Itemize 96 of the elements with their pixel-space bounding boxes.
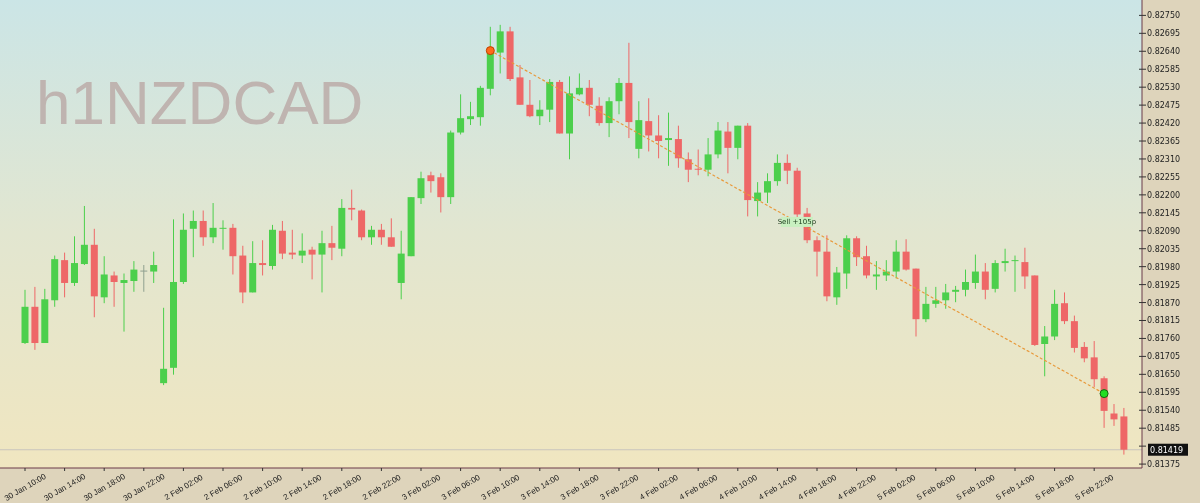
- candlestick: [932, 286, 940, 309]
- y-tick-label: 0.82585: [1147, 65, 1181, 75]
- candlestick: [387, 217, 395, 248]
- candlestick: [981, 262, 989, 300]
- candlestick: [318, 230, 326, 293]
- candlestick: [278, 220, 286, 260]
- candlestick: [160, 307, 168, 386]
- candlestick: [80, 205, 88, 266]
- y-tick-label: 0.81980: [1147, 262, 1181, 272]
- candlestick: [100, 255, 108, 304]
- y-tick-label: 0.82255: [1147, 172, 1181, 182]
- candlestick: [585, 79, 593, 117]
- candlestick: [209, 202, 217, 244]
- candlestick: [922, 286, 930, 323]
- candlestick: [348, 189, 356, 221]
- ref-line-label: 0.81419: [1150, 445, 1184, 455]
- candlestick: [694, 149, 702, 176]
- y-tick-label: 0.81815: [1147, 316, 1181, 326]
- candlestick: [962, 269, 969, 297]
- candlestick: [140, 264, 148, 293]
- y-tick-label: 0.81540: [1147, 406, 1181, 416]
- candlestick: [813, 235, 821, 277]
- candlestick: [61, 252, 69, 298]
- y-tick-label: 0.82090: [1147, 226, 1181, 236]
- candlestick: [655, 114, 663, 159]
- candlestick: [773, 153, 781, 187]
- candlestick: [942, 283, 950, 310]
- candlestick: [536, 99, 544, 126]
- candlestick: [615, 77, 623, 115]
- candlestick: [605, 96, 613, 138]
- candlestick: [467, 101, 474, 126]
- candlestick: [377, 223, 385, 246]
- candlestick: [645, 97, 653, 152]
- candlestick: [872, 260, 880, 291]
- candlestick: [288, 229, 296, 260]
- candlestick: [328, 225, 336, 261]
- y-tick-label: 0.82035: [1147, 244, 1181, 254]
- y-tick-label: 0.82750: [1147, 11, 1181, 21]
- y-tick-label: 0.82420: [1147, 119, 1181, 129]
- candlestick: [853, 235, 861, 267]
- candlestick: [704, 137, 712, 177]
- candlestick: [1061, 291, 1068, 325]
- candlestick: [130, 260, 138, 293]
- candlestick: [863, 245, 870, 279]
- y-tick-label: 0.82200: [1147, 190, 1181, 200]
- candlestick: [110, 271, 118, 308]
- candlestick: [971, 254, 979, 290]
- candlestick: [783, 153, 791, 185]
- candlestick: [150, 251, 158, 284]
- candlestick: [1080, 341, 1088, 363]
- candlestick: [1041, 325, 1049, 377]
- y-tick-label: 0.81760: [1147, 334, 1181, 344]
- y-tick-label: 0.82640: [1147, 47, 1181, 57]
- candlestick: [189, 210, 197, 258]
- candlestick: [902, 238, 910, 272]
- candlestick: [734, 125, 742, 160]
- candlestick: [892, 239, 900, 279]
- candlestick: [1021, 247, 1029, 290]
- candlestick: [1001, 248, 1009, 273]
- y-tick-label: 0.82365: [1147, 137, 1181, 147]
- y-tick-label: 0.82695: [1147, 29, 1181, 39]
- y-tick-label: 0.82530: [1147, 83, 1181, 93]
- candlestick: [259, 239, 267, 276]
- candlestick: [368, 225, 375, 246]
- candlestick: [199, 210, 207, 247]
- y-tick-label: 0.81705: [1147, 352, 1181, 362]
- y-tick-label: 0.81485: [1147, 424, 1181, 434]
- y-tick-label: 0.81925: [1147, 280, 1181, 290]
- candlestick: [526, 79, 534, 118]
- candlestick: [684, 151, 692, 183]
- candlestick: [120, 273, 128, 333]
- candlestick: [764, 172, 771, 204]
- candlestick: [219, 219, 227, 251]
- y-tick-label: 0.81595: [1147, 388, 1181, 398]
- candlestick: [724, 121, 732, 174]
- candlestick: [575, 72, 583, 96]
- y-tick-label: 0.82310: [1147, 154, 1181, 164]
- candlestick: [1011, 255, 1019, 293]
- y-tick-label: 0.82475: [1147, 101, 1181, 111]
- y-tick-label: 0.81375: [1147, 460, 1181, 470]
- candlestick: [71, 235, 78, 287]
- candlestick: [427, 171, 435, 194]
- candlestick: [665, 112, 672, 167]
- y-tick-label: 0.81650: [1147, 370, 1181, 380]
- candlestick: [595, 96, 603, 127]
- candlestick: [496, 24, 504, 74]
- candlestick: [1090, 340, 1098, 388]
- candlestick: [308, 246, 316, 280]
- y-tick-label: 0.81870: [1147, 298, 1181, 308]
- candlestick: [437, 172, 445, 213]
- y-tick-label: 0.82145: [1147, 208, 1181, 218]
- candlestick: [298, 232, 306, 264]
- candlestick: [457, 93, 465, 135]
- candlestick: [714, 121, 722, 159]
- candlestick: [417, 171, 425, 205]
- candlestick: [674, 125, 682, 169]
